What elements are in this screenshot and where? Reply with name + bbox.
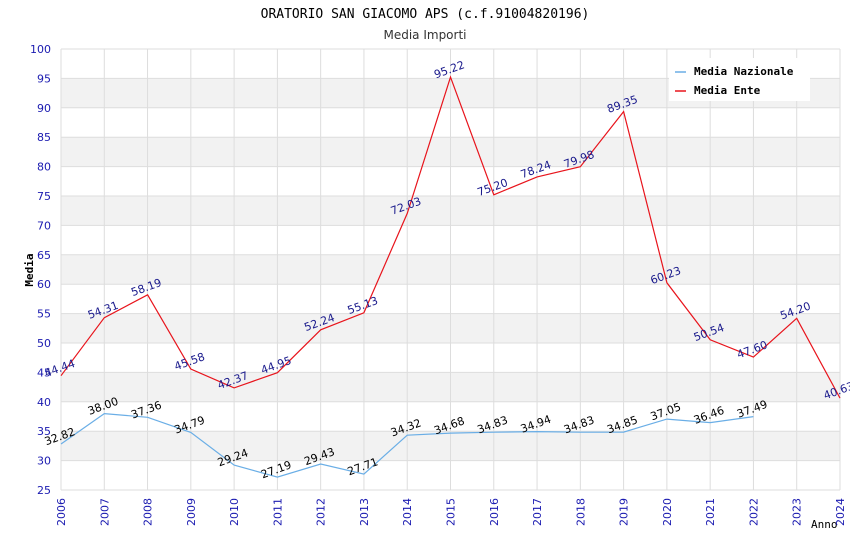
y-tick-label: 90	[37, 102, 51, 115]
y-tick-label: 85	[37, 131, 51, 144]
legend-label-media-ente: Media Ente	[694, 84, 761, 97]
x-tick-label: 2011	[271, 498, 284, 526]
series-line-media-nazionale	[60, 412, 754, 478]
y-tick-label: 95	[37, 72, 51, 85]
x-tick-label: 2019	[618, 498, 631, 526]
y-tick-label: 30	[37, 455, 51, 468]
y-tick-label: 35	[37, 425, 51, 438]
series-line-media-ente	[60, 75, 841, 399]
y-tick-label: 75	[37, 190, 51, 203]
y-axis-label: Media	[23, 253, 36, 286]
legend-label-media-nazionale: Media Nazionale	[694, 65, 794, 78]
y-tick-label: 70	[37, 219, 51, 232]
x-tick-label: 2018	[574, 498, 587, 526]
legend: Media Nazionale Media Ente	[669, 58, 810, 101]
series-lines	[60, 75, 841, 478]
x-tick-label: 2007	[98, 498, 111, 526]
x-tick-label: 2010	[228, 498, 241, 526]
grid-lines	[60, 48, 841, 491]
y-tick-label: 55	[37, 308, 51, 321]
x-tick-labels: 2006 2007 2008 2009 2010 2011 2012 2013 2014 2015…	[55, 498, 847, 526]
y-tick-label: 100	[30, 43, 51, 56]
x-tick-label: 2008	[142, 498, 155, 526]
data-label: 95.22	[432, 58, 466, 81]
x-tick-label: 2017	[531, 498, 544, 526]
x-tick-label: 2014	[401, 498, 414, 526]
x-tick-label: 2015	[445, 498, 458, 526]
data-label: 27.19	[259, 458, 293, 481]
x-tick-label: 2022	[747, 498, 760, 526]
x-tick-label: 2013	[358, 498, 371, 526]
y-tick-label: 25	[37, 484, 51, 497]
y-tick-label: 60	[37, 278, 51, 291]
x-tick-label: 2020	[661, 498, 674, 526]
data-label: 36.46	[692, 404, 726, 427]
x-tick-label: 2006	[55, 498, 68, 526]
x-tick-label: 2021	[704, 498, 717, 526]
x-tick-label: 2024	[834, 498, 847, 526]
y-tick-labels: 25 30 35 40 45 50 55 60 65 70 75 80 85 90 95 100	[30, 43, 51, 497]
data-label: 45.58	[173, 350, 207, 373]
x-tick-label: 2023	[791, 498, 804, 526]
y-tick-label: 80	[37, 161, 51, 174]
x-tick-label: 2012	[315, 498, 328, 526]
chart-title: ORATORIO SAN GIACOMO APS (c.f.9100482019…	[261, 7, 590, 22]
x-axis-label: Anno	[811, 518, 838, 531]
y-tick-label: 40	[37, 396, 51, 409]
y-tick-label: 45	[37, 366, 51, 379]
legend-box	[669, 58, 810, 101]
x-tick-label: 2009	[185, 498, 198, 526]
x-tick-label: 2016	[488, 498, 501, 526]
y-tick-label: 65	[37, 249, 51, 262]
chart-subtitle: Media Importi	[383, 28, 466, 42]
y-tick-label: 50	[37, 337, 51, 350]
